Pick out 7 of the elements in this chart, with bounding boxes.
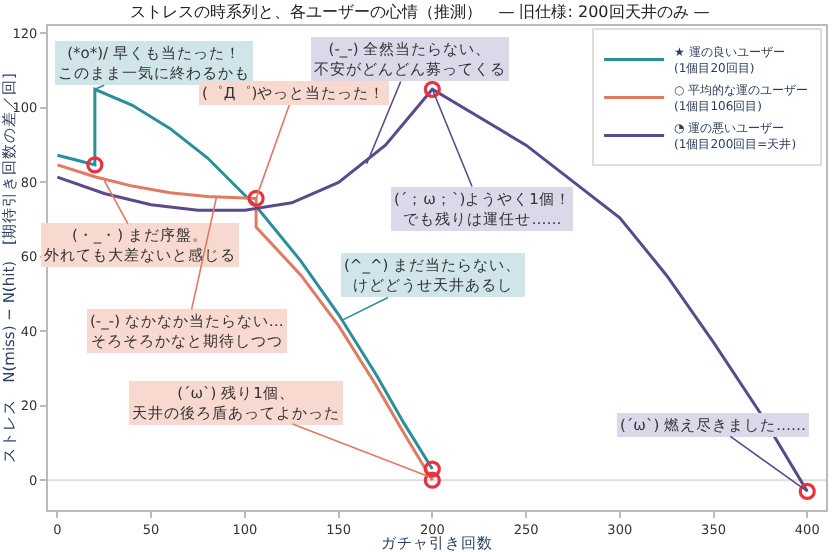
point: [247, 189, 265, 207]
point: [423, 471, 441, 489]
point: [423, 460, 441, 478]
point: [423, 80, 441, 98]
point: [798, 482, 816, 500]
point: [86, 156, 104, 174]
chart-title: ストレスの時系列と、各ユーザーの心情（推測） — 旧仕様: 200回天井のみ —: [130, 2, 710, 21]
